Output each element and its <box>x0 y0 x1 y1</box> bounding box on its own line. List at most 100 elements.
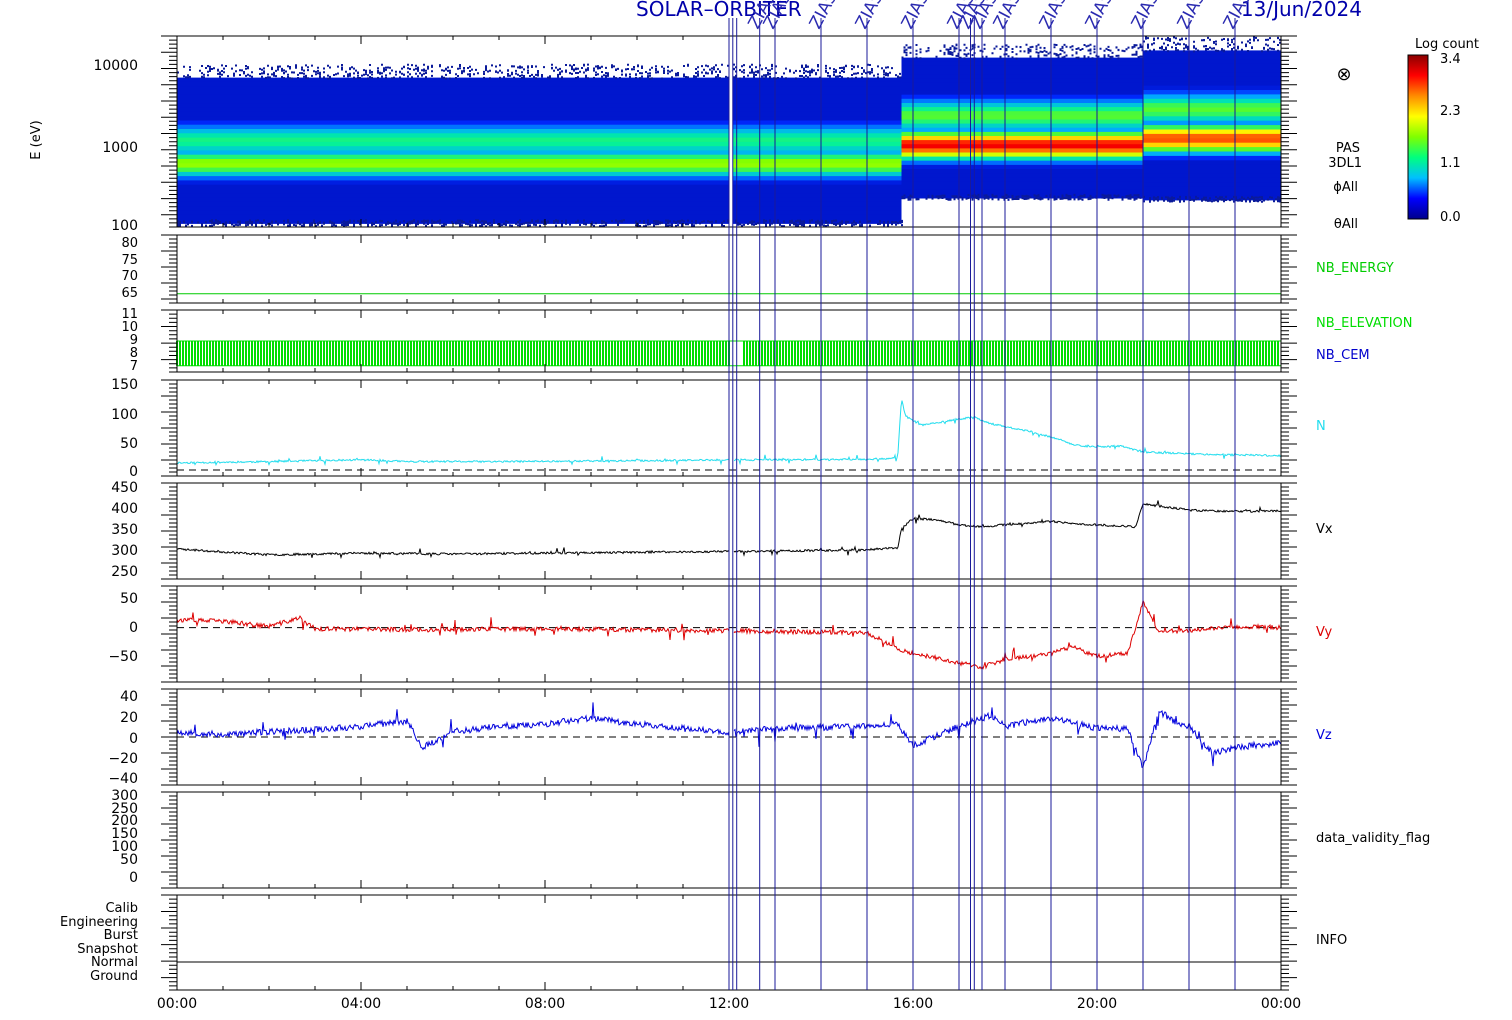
vx-tick-400: 400 <box>111 501 138 517</box>
vz-tick-minus40: −40 <box>108 771 138 787</box>
circled-x-icon: ⊗ <box>1336 64 1351 85</box>
spectrogram-cell <box>1143 103 1281 109</box>
spec-label-theta: θAll <box>1334 217 1358 232</box>
vy-series-line <box>176 598 1282 670</box>
flag-tick-200: 200 <box>111 813 138 829</box>
n-tick-100: 100 <box>111 407 138 423</box>
x-tick-1200: 12:00 <box>709 996 749 1012</box>
spectrogram-cell <box>901 140 1143 145</box>
spectrogram-cell <box>1143 160 1281 166</box>
spectrogram-cell <box>1143 68 1281 73</box>
nb-cem-label: NB_CEM <box>1316 348 1370 363</box>
validity-label: data_validity_flag <box>1316 831 1430 846</box>
spectrogram-cell <box>177 171 902 177</box>
info-tick-normal: Normal <box>91 955 138 970</box>
y-ticks-nbel <box>161 309 1297 373</box>
spectrogram-cell <box>1143 81 1281 87</box>
spectrogram-cell <box>1143 90 1281 95</box>
vy-tick-50: 50 <box>120 591 138 607</box>
spectrogram-cell <box>901 61 1143 67</box>
vx-tick-300: 300 <box>111 543 138 559</box>
info-tick-burst: Burst <box>104 928 138 943</box>
spectrogram-cell <box>901 78 1143 83</box>
spectrogram-cell <box>177 90 902 96</box>
spectrogram-cell <box>1143 169 1281 174</box>
event-label: ZIAS <box>806 0 842 32</box>
vz-tick-20: 20 <box>120 710 138 726</box>
vx-label: Vx <box>1316 522 1333 537</box>
n-series-line <box>176 400 1282 467</box>
nbe-tick-70: 70 <box>121 269 138 284</box>
spectrogram-cell <box>901 189 1143 195</box>
spectrogram-cell <box>901 65 1143 71</box>
flag-tick-50: 50 <box>120 852 138 868</box>
nbe-tick-75: 75 <box>121 253 138 268</box>
event-label: ZIAS <box>1082 0 1118 32</box>
spectrogram-cell <box>177 129 902 134</box>
x-tick-0400: 04:00 <box>341 996 381 1012</box>
flag-tick-100: 100 <box>111 839 138 855</box>
vx-series-line <box>176 500 1282 560</box>
spectrogram-cell <box>177 116 902 122</box>
spectrogram-cell <box>1143 76 1281 82</box>
y-ticks-info <box>161 894 1297 991</box>
colorbar-tick-2.3: 2.3 <box>1440 104 1461 119</box>
vx-tick-450: 450 <box>111 480 138 496</box>
event-label: ZIAS <box>1128 0 1164 32</box>
vy-label: Vy <box>1316 625 1333 640</box>
spectrogram-cell <box>177 206 902 211</box>
spectrogram-cell <box>1143 129 1281 135</box>
spectrogram-cell <box>1143 195 1281 201</box>
spectrogram-cell <box>177 111 902 117</box>
spectrogram-cell <box>1143 177 1281 183</box>
spectrogram-cell <box>177 150 902 156</box>
spectrogram-cell <box>901 131 1143 137</box>
nbel-tick-9: 9 <box>130 333 138 348</box>
spectrogram-cell <box>177 184 902 190</box>
x-tick-1600: 16:00 <box>893 996 933 1012</box>
nbe-tick-80: 80 <box>121 236 138 251</box>
event-label: ZIAS <box>898 0 934 32</box>
spectrogram-cell <box>1143 133 1281 139</box>
nb-energy-label: NB_ENERGY <box>1316 261 1394 276</box>
spectrogram-cell <box>177 163 902 169</box>
spectrogram-cell <box>177 210 902 216</box>
y-ticks-vz <box>161 688 1297 786</box>
spec-tick-100: 100 <box>111 218 138 234</box>
y-ticks-n <box>161 379 1297 477</box>
spec-label-3dl1: 3DL1 <box>1328 156 1362 171</box>
spectrogram-cell <box>901 160 1143 166</box>
spectrogram-cell <box>901 127 1143 133</box>
nbel-tick-10: 10 <box>121 320 138 335</box>
spectrogram-cell <box>1143 72 1281 78</box>
nbel-tick-8: 8 <box>130 346 138 361</box>
spectrogram-gap <box>729 36 733 227</box>
x-tick-0000: 00:00 <box>157 996 197 1012</box>
spec-label-pas: PAS <box>1336 141 1360 156</box>
spec-tick-1000: 1000 <box>102 140 138 156</box>
spectrogram-cell <box>177 77 902 83</box>
spectrogram-cell <box>901 181 1143 187</box>
spectrogram-segment-2 <box>1143 36 1281 203</box>
spectrogram-cell <box>901 111 1143 116</box>
spectrogram-cell <box>1143 142 1281 148</box>
event-label: ZIAS <box>852 0 888 32</box>
spectrogram-cell <box>901 86 1143 92</box>
spectrogram-cell <box>177 86 902 92</box>
spectrogram-cell <box>1143 116 1281 122</box>
colorbar-tick-3.4: 3.4 <box>1440 52 1461 67</box>
spectrogram-cell <box>177 201 902 207</box>
spectrogram-cell <box>1143 107 1281 113</box>
event-label: ZIAS <box>1036 0 1072 32</box>
spectrogram-cell <box>1143 94 1281 100</box>
spectrogram-cell <box>901 148 1143 154</box>
spectrogram-cell <box>901 173 1143 178</box>
spectrogram-cell <box>901 152 1143 158</box>
spectrogram-cell <box>1143 63 1281 69</box>
mission-title: SOLAR–ORBITER <box>636 0 802 21</box>
spectrogram-cell <box>177 94 902 100</box>
x-tick-0800: 08:00 <box>525 996 565 1012</box>
vz-label: Vz <box>1316 728 1332 743</box>
spectrogram-cell <box>1143 182 1281 188</box>
